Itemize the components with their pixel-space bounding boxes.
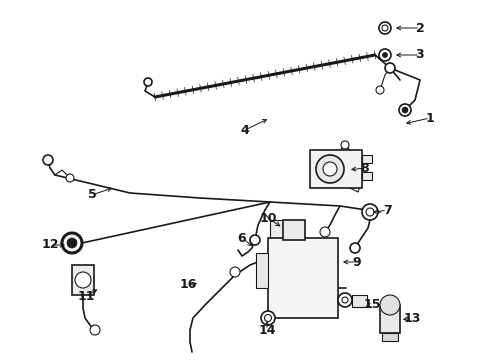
Bar [379,305,399,333]
Circle shape [398,104,410,116]
Bar [72,265,94,295]
Circle shape [382,53,386,58]
Text: 11: 11 [77,289,95,302]
Text: 13: 13 [403,311,420,324]
Circle shape [249,235,260,245]
Circle shape [401,107,407,113]
Text: 6: 6 [237,231,246,244]
Text: 9: 9 [352,256,361,269]
Circle shape [62,233,82,253]
Text: 3: 3 [415,49,424,62]
Circle shape [349,243,359,253]
Text: 8: 8 [360,162,368,175]
Bar [256,253,267,288]
Bar [269,220,284,242]
Circle shape [66,174,74,182]
Bar [351,295,366,307]
Circle shape [323,162,336,176]
Text: 10: 10 [259,211,276,225]
Text: 16: 16 [179,279,196,292]
Circle shape [143,78,152,86]
Circle shape [229,267,240,277]
Text: 2: 2 [415,22,424,35]
Text: 5: 5 [87,189,96,202]
Text: 4: 4 [240,123,249,136]
Circle shape [341,297,347,303]
Text: 1: 1 [425,112,433,125]
Circle shape [315,155,343,183]
Text: 7: 7 [382,203,390,216]
Circle shape [319,227,329,237]
Text: 15: 15 [363,298,380,311]
Bar [361,155,371,163]
Bar [361,172,371,180]
Circle shape [381,25,387,31]
Text: 14: 14 [258,324,275,337]
Circle shape [67,238,77,248]
Circle shape [375,86,383,94]
Circle shape [340,141,348,149]
Circle shape [43,155,53,165]
Bar [381,333,397,341]
Bar [283,220,305,240]
Circle shape [365,208,373,216]
Bar [309,150,361,188]
Circle shape [337,293,351,307]
Circle shape [75,272,91,288]
Circle shape [378,49,390,61]
Circle shape [384,63,394,73]
Circle shape [361,204,377,220]
Bar [267,238,337,318]
Text: 12: 12 [41,238,59,252]
Circle shape [90,325,100,335]
Circle shape [379,295,399,315]
Circle shape [261,311,274,325]
Circle shape [378,22,390,34]
Circle shape [264,315,271,321]
